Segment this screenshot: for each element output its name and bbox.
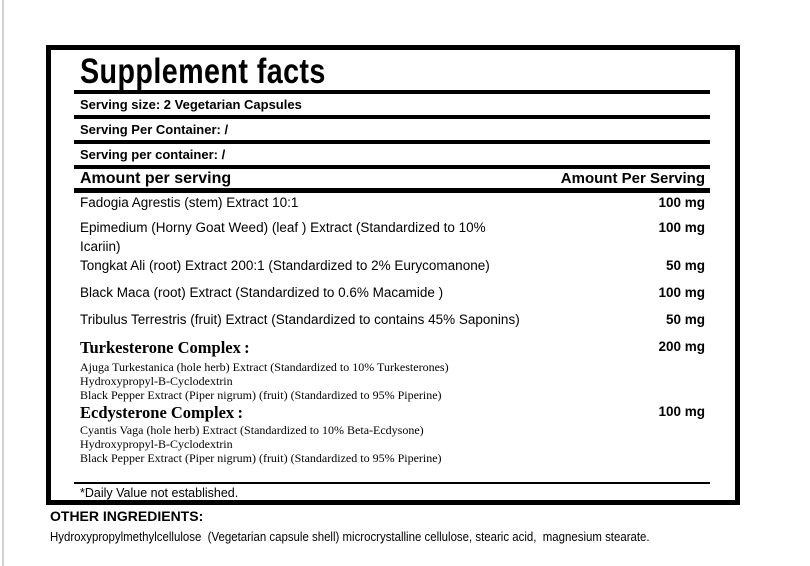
ingredient-name: Tongkat Ali (root) Extract 200:1 (Standa… xyxy=(80,258,490,273)
servings-per-container-line: Serving Per Container: / xyxy=(80,122,229,137)
complex-header-row: Turkesterone Complex : 200 mg xyxy=(51,337,735,358)
ingredient-amount: 50 mg xyxy=(665,312,705,327)
ingredient-name: Black Maca (root) Extract (Standardized … xyxy=(80,285,444,300)
scan-edge-artifact xyxy=(2,0,4,566)
ingredient-amount: 50 mg xyxy=(665,258,705,273)
sub-ingredient: Black Pepper Extract (Piper nigrum) (fru… xyxy=(80,388,442,402)
complex-amount: 100 mg xyxy=(658,404,705,419)
sub-ingredient: Hydroxypropyl-B-Cyclodextrin xyxy=(80,374,233,388)
serving-size-line: Serving size: 2 Vegetarian Capsules xyxy=(80,97,302,112)
divider xyxy=(74,90,710,94)
ingredient-row: Black Maca (root) Extract (Standardized … xyxy=(51,283,735,302)
servings-per-container-line-2: Serving per container: / xyxy=(80,147,226,162)
ingredient-name: Epimedium (Horny Goat Weed) (leaf ) Extr… xyxy=(80,220,486,254)
column-header-left: Amount per serving xyxy=(80,169,232,187)
divider xyxy=(74,165,710,169)
complex-sub-ingredients: Cyantis Vaga (hole herb) Extract (Standa… xyxy=(51,423,735,465)
column-header-right: Amount Per Serving xyxy=(560,170,705,187)
panel-title: Supplement facts xyxy=(80,52,326,91)
complex-title: Ecdysterone Complex : xyxy=(80,403,243,422)
daily-value-footnote: *Daily Value not established. xyxy=(80,486,239,500)
divider xyxy=(74,140,710,144)
divider-thin xyxy=(74,482,710,484)
ingredient-row: Tribulus Terrestris (fruit) Extract (Sta… xyxy=(51,310,735,329)
divider xyxy=(74,115,710,119)
ingredient-amount: 100 mg xyxy=(658,195,705,210)
ingredient-row: Epimedium (Horny Goat Weed) (leaf ) Extr… xyxy=(51,218,735,256)
ingredient-name: Fadogia Agrestis (stem) Extract 10:1 xyxy=(80,195,299,210)
divider-thick xyxy=(74,188,710,193)
ingredient-row: Tongkat Ali (root) Extract 200:1 (Standa… xyxy=(51,256,735,275)
column-header-row: Amount per serving Amount Per Serving xyxy=(51,169,735,188)
ingredient-amount: 100 mg xyxy=(658,220,705,235)
ingredient-amount: 100 mg xyxy=(658,285,705,300)
sub-ingredient: Ajuga Turkestanica (hole herb) Extract (… xyxy=(80,360,449,374)
ingredient-row: Fadogia Agrestis (stem) Extract 10:1 100… xyxy=(51,193,735,212)
sub-ingredient: Cyantis Vaga (hole herb) Extract (Standa… xyxy=(80,423,424,437)
complex-sub-ingredients: Ajuga Turkestanica (hole herb) Extract (… xyxy=(51,360,735,402)
other-ingredients-text: Hydroxypropylmethylcellulose (Vegetarian… xyxy=(50,529,650,544)
complex-header-row: Ecdysterone Complex : 100 mg xyxy=(51,402,735,423)
complex-amount: 200 mg xyxy=(658,339,705,354)
ingredient-name: Tribulus Terrestris (fruit) Extract (Sta… xyxy=(80,312,520,327)
sub-ingredient: Black Pepper Extract (Piper nigrum) (fru… xyxy=(80,451,442,465)
supplement-facts-panel: Supplement facts Serving size: 2 Vegetar… xyxy=(46,45,740,505)
complex-title: Turkesterone Complex : xyxy=(80,338,250,357)
sub-ingredient: Hydroxypropyl-B-Cyclodextrin xyxy=(80,437,233,451)
other-ingredients-heading: OTHER INGREDIENTS: xyxy=(50,508,204,524)
